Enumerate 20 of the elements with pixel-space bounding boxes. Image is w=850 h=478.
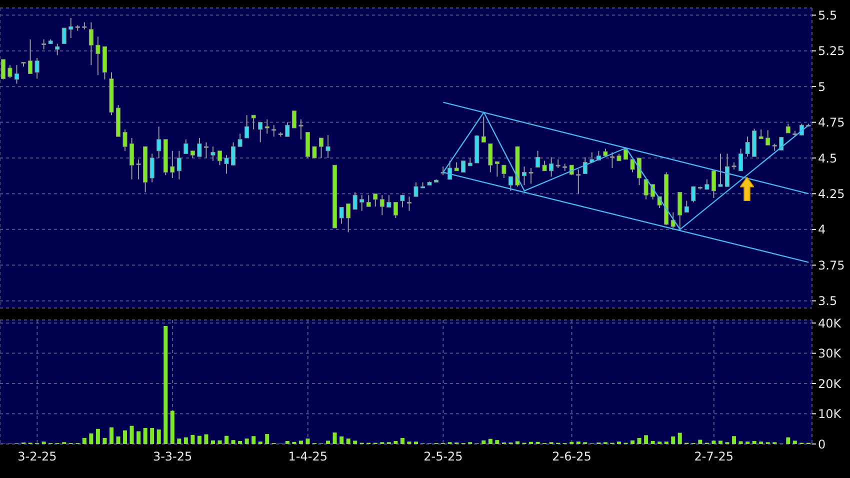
y-tick-label: 0 <box>818 437 826 452</box>
y-tick-label: 40K <box>818 316 842 330</box>
y-tick-label: 30K <box>818 346 842 361</box>
y-tick-label: 3.75 <box>818 258 845 272</box>
x-tick-label: 2-5-25 <box>424 450 463 464</box>
y-tick-label: 5.25 <box>818 44 845 58</box>
y-tick-label: 5 <box>818 80 826 94</box>
y-tick-label: 4.75 <box>818 116 845 130</box>
y-tick-label: 5.5 <box>818 8 838 22</box>
x-tick-label: 3-3-25 <box>152 450 192 464</box>
x-tick-label: 2-6-25 <box>552 450 592 464</box>
x-tick-label: 2-7-25 <box>694 450 734 464</box>
y-tick-label: 4.25 <box>818 186 845 201</box>
x-tick-label: 3-2-25 <box>18 450 57 464</box>
y-tick-label: 20K <box>818 376 842 391</box>
y-tick-label: 4.5 <box>818 151 838 166</box>
x-tick-label: 1-4-25 <box>288 450 328 464</box>
y-tick-label: 10K <box>818 407 842 422</box>
y-tick-label: 3.5 <box>818 294 838 308</box>
y-tick-label: 4 <box>818 222 826 237</box>
